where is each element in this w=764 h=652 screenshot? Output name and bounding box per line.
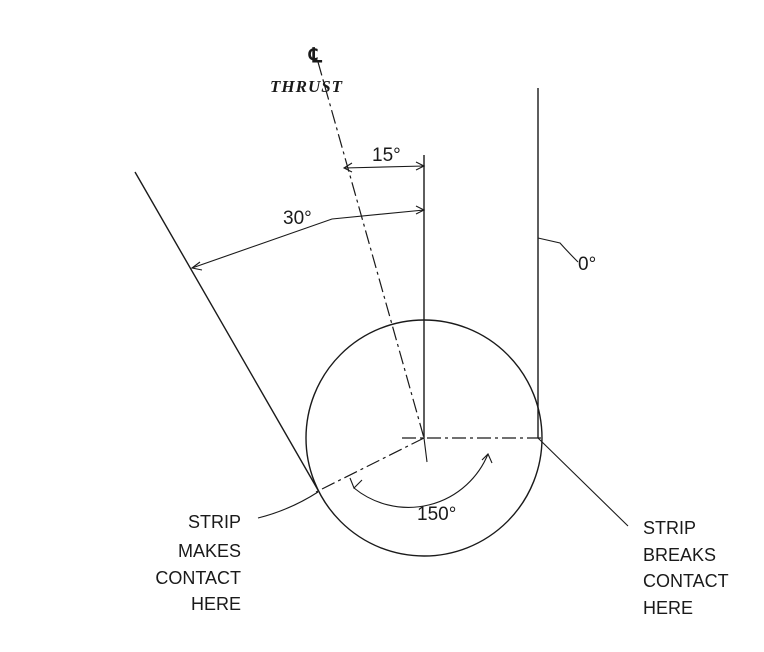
dim-150-arrow-right — [481, 453, 493, 464]
right-note-leader — [537, 437, 629, 527]
left-note: STRIP MAKES CONTACT HERE — [155, 512, 241, 614]
center-tick — [423, 437, 428, 463]
dim-15-label: 15° — [372, 145, 401, 166]
dim-150-arrow-left — [349, 477, 363, 489]
dim-30-arrow-right — [415, 205, 426, 215]
right-note-line-3: CONTACT — [643, 571, 729, 591]
dim-15-arrow-left — [342, 162, 353, 173]
dim-15-line — [343, 165, 425, 169]
right-note-line-2: BREAKS — [643, 545, 716, 565]
dim-30-label: 30° — [283, 208, 312, 229]
left-note-leader — [257, 491, 319, 519]
dim-30-line — [191, 209, 425, 269]
left-note-line-3: CONTACT — [155, 568, 241, 588]
left-note-line-1: STRIP — [188, 512, 241, 532]
centerline-symbol: ℄ — [308, 45, 323, 67]
thrust-centerline — [317, 61, 425, 439]
left-note-line-4: HERE — [191, 594, 241, 614]
dim-30-arrow-left — [190, 261, 203, 271]
thrust-label: THRUST — [270, 77, 343, 96]
right-note: STRIP BREAKS CONTACT HERE — [643, 518, 729, 618]
dim-0-leader — [537, 237, 579, 263]
dim-150-arc — [353, 453, 489, 508]
right-note-line-1: STRIP — [643, 518, 696, 538]
right-note-line-4: HERE — [643, 598, 693, 618]
strip-line — [134, 171, 319, 491]
dim-15-arrow-right — [415, 161, 426, 171]
contact-centerline — [315, 437, 425, 493]
dim-0-label: 0° — [578, 254, 596, 275]
dim-150-label: 150° — [417, 504, 456, 525]
left-note-line-2: MAKES — [178, 541, 241, 561]
